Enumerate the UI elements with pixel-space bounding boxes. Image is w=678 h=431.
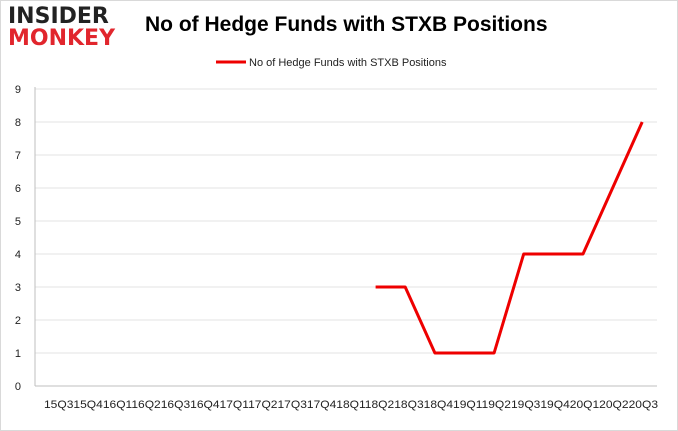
- axes: [34, 87, 657, 387]
- y-tick-label: 0: [15, 381, 21, 393]
- legend: No of Hedge Funds with STXB Positions: [216, 57, 447, 69]
- legend-label: No of Hedge Funds with STXB Positions: [249, 57, 447, 69]
- logo-text-bottom: MONKEY: [8, 26, 116, 51]
- y-tick-label: 9: [15, 84, 21, 96]
- logo-text-top: INSIDER: [8, 4, 109, 29]
- y-tick-label: 6: [15, 183, 21, 195]
- y-tick-label: 1: [15, 348, 21, 360]
- chart-title: No of Hedge Funds with STXB Positions: [145, 13, 548, 36]
- gridlines: [35, 88, 657, 354]
- y-tick-label: 3: [15, 282, 21, 294]
- y-tick-label: 5: [15, 216, 21, 228]
- y-tick-label: 7: [15, 150, 21, 162]
- y-tick-label: 2: [15, 315, 21, 327]
- series-line: [375, 121, 644, 355]
- insider-monkey-logo: INSIDER MONKEY: [8, 6, 124, 54]
- series-lines: [375, 121, 644, 355]
- y-tick-label: 8: [15, 117, 21, 129]
- x-tick-labels: 15Q315Q416Q116Q216Q316Q417Q117Q217Q317Q4…: [44, 399, 658, 411]
- y-tick-labels: 0 1 2 3 4 5 6 7 8 9: [15, 84, 21, 393]
- x-tick-labels-text: 15Q315Q416Q116Q216Q316Q417Q117Q217Q317Q4…: [44, 399, 658, 411]
- y-tick-label: 4: [15, 249, 21, 261]
